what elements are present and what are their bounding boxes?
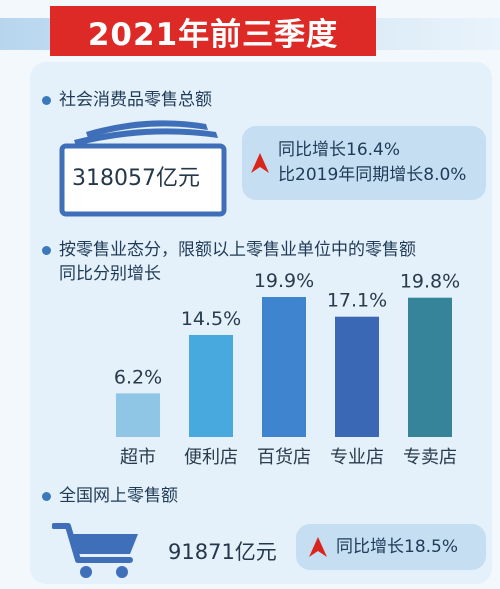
up-arrow-icon: [309, 537, 327, 557]
retail-heading-text: 社会消费品零售总额: [59, 90, 212, 110]
retail-growth-badge: 同比增长16.4% 比2019年同期增长8.0%: [242, 126, 486, 200]
online-growth-yoy: 同比增长18.5%: [336, 536, 459, 557]
online-total-value: 91871亿元: [168, 540, 277, 564]
chart-heading-line1: 按零售业态分，限额以上零售业单位中的零售额: [59, 240, 416, 260]
banknote-stack-icon: [59, 120, 227, 217]
bullet-dot: [42, 492, 51, 501]
title-banner: 2021年前三季度: [50, 6, 376, 56]
chart-heading-line2: 同比分别增长: [59, 264, 161, 284]
online-heading-text: 全国网上零售额: [59, 486, 178, 506]
bullet-dot: [42, 96, 51, 105]
page-title: 2021年前三季度: [87, 16, 339, 53]
retail-section-heading: 社会消费品零售总额: [42, 88, 212, 112]
up-arrow-icon: [251, 153, 269, 173]
shopping-cart-icon: [52, 523, 138, 578]
retail-total-value: 318057亿元: [72, 166, 200, 191]
online-growth-badge: 同比增长18.5%: [296, 524, 486, 570]
online-section-heading: 全国网上零售额: [42, 484, 178, 508]
retail-growth-yoy: 同比增长16.4%: [278, 140, 401, 160]
retail-growth-vs-2019: 比2019年同期增长8.0%: [278, 165, 467, 185]
bullet-dot: [42, 246, 51, 255]
chart-section-heading: 按零售业态分，限额以上零售业单位中的零售额 同比分别增长: [42, 238, 416, 286]
